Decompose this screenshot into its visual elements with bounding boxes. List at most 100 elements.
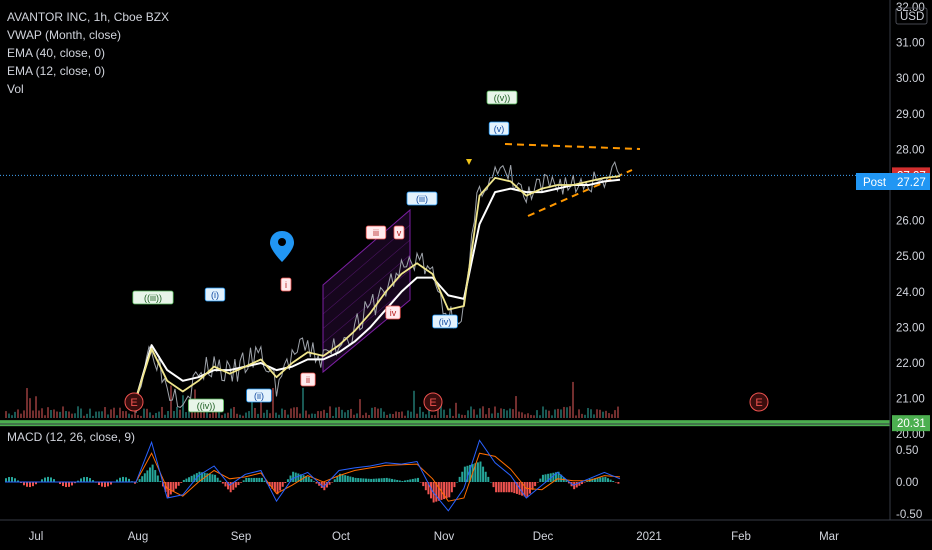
histogram-bar <box>237 482 240 486</box>
volume-bar <box>431 415 433 418</box>
volume-bar <box>401 411 403 418</box>
volume-bar <box>290 408 292 418</box>
volume-bar <box>206 412 208 418</box>
histogram-bar <box>521 482 524 496</box>
volume-bar <box>491 413 493 418</box>
histogram-bar <box>271 482 274 489</box>
volume-bar <box>569 406 571 418</box>
vwap-indicator[interactable]: VWAP (Month, close) <box>7 28 122 42</box>
histogram-bar <box>53 479 55 482</box>
volume-bar <box>602 411 604 418</box>
volume-bar <box>554 409 556 418</box>
histogram-bar <box>180 482 183 483</box>
volume-bar <box>407 410 409 418</box>
volume-indicator[interactable]: Vol <box>7 82 24 96</box>
volume-bar <box>314 413 316 418</box>
histogram-bar <box>351 477 354 482</box>
histogram-bar <box>122 476 124 482</box>
volume-bar <box>587 407 589 418</box>
chart-legend: AVANTOR INC, 1h, Cboe BZX VWAP (Month, c… <box>7 8 169 98</box>
macd-legend[interactable]: MACD (12, 26, close, 9) <box>7 430 136 444</box>
histogram-bar <box>445 482 448 499</box>
event-marker-circle <box>423 392 443 412</box>
histogram-bar <box>601 477 604 482</box>
histogram-bar <box>29 482 31 488</box>
ema40-indicator[interactable]: EMA (40, close, 0) <box>7 46 106 60</box>
volume-bar <box>50 409 52 418</box>
histogram-bar <box>443 482 446 500</box>
histogram-bar <box>427 482 430 495</box>
histogram-bar <box>362 478 365 482</box>
histogram-bar <box>297 473 300 482</box>
volume-bar <box>560 409 562 418</box>
volume-bars <box>5 381 619 418</box>
histogram-bar <box>541 474 544 482</box>
volume-bar <box>140 415 142 418</box>
histogram-bar <box>586 480 589 482</box>
volume-bar <box>155 412 157 418</box>
histogram-bar <box>367 478 370 482</box>
volume-bar <box>446 415 448 418</box>
histogram-bar <box>206 473 209 482</box>
histogram-bar <box>193 474 196 482</box>
volume-bar <box>218 411 220 418</box>
histogram-bar <box>565 480 568 482</box>
histogram-bar <box>489 482 492 483</box>
histogram-bar <box>136 482 138 483</box>
histogram-bar <box>247 477 250 482</box>
volume-bar <box>395 411 397 418</box>
histogram-bar <box>242 480 245 482</box>
histogram-bar <box>50 477 52 482</box>
histogram-bar <box>83 477 85 482</box>
volume-bar <box>59 411 61 418</box>
volume-bar <box>122 411 124 418</box>
histogram-bar <box>476 462 479 482</box>
volume-bar <box>404 415 406 418</box>
histogram-bar <box>437 482 440 501</box>
volume-bar <box>128 413 130 418</box>
volume-bar <box>449 408 451 418</box>
histogram-bar <box>234 482 237 488</box>
volume-bar <box>242 415 244 418</box>
histogram-bar <box>393 479 396 482</box>
volume-bar <box>227 412 229 418</box>
volume-bar <box>545 409 547 418</box>
histogram-bar <box>151 464 154 482</box>
volume-bar <box>392 413 394 418</box>
histogram-bar <box>214 474 217 482</box>
volume-bar <box>119 407 121 418</box>
histogram-bar <box>17 480 19 482</box>
post-label-text: Post <box>863 177 887 189</box>
histogram-bar <box>388 478 391 482</box>
volume-bar <box>434 415 436 418</box>
histogram-bar <box>250 477 253 482</box>
volume-bar <box>224 413 226 418</box>
histogram-bar <box>253 477 256 482</box>
event-marker-circle <box>749 392 769 412</box>
symbol-title[interactable]: AVANTOR INC, 1h, Cboe BZX <box>7 10 170 24</box>
volume-bar <box>578 409 580 418</box>
time-tick: Feb <box>731 531 751 543</box>
volume-bar <box>29 398 31 418</box>
histogram-bar <box>260 477 263 482</box>
volume-bar <box>383 411 385 418</box>
volume-bar <box>440 399 442 418</box>
ema12-indicator[interactable]: EMA (12, close, 0) <box>7 64 106 78</box>
histogram-bar <box>404 480 407 482</box>
volume-bar <box>581 413 583 418</box>
macd-tick: -0.50 <box>896 509 922 521</box>
histogram-bar <box>92 480 94 482</box>
volume-bar <box>521 412 523 418</box>
volume-bar <box>71 413 73 418</box>
histogram-bar <box>110 482 112 485</box>
wave-label-box <box>432 314 458 329</box>
volume-bar <box>455 402 457 418</box>
histogram-bar <box>198 471 201 482</box>
location-pin-icon[interactable] <box>270 231 294 262</box>
volume-bar <box>386 414 388 418</box>
volume-bar <box>608 413 610 418</box>
volume-bar <box>470 406 472 418</box>
time-axis: Jul Aug Sep Oct Nov Dec 2021 Feb Mar <box>0 519 932 543</box>
